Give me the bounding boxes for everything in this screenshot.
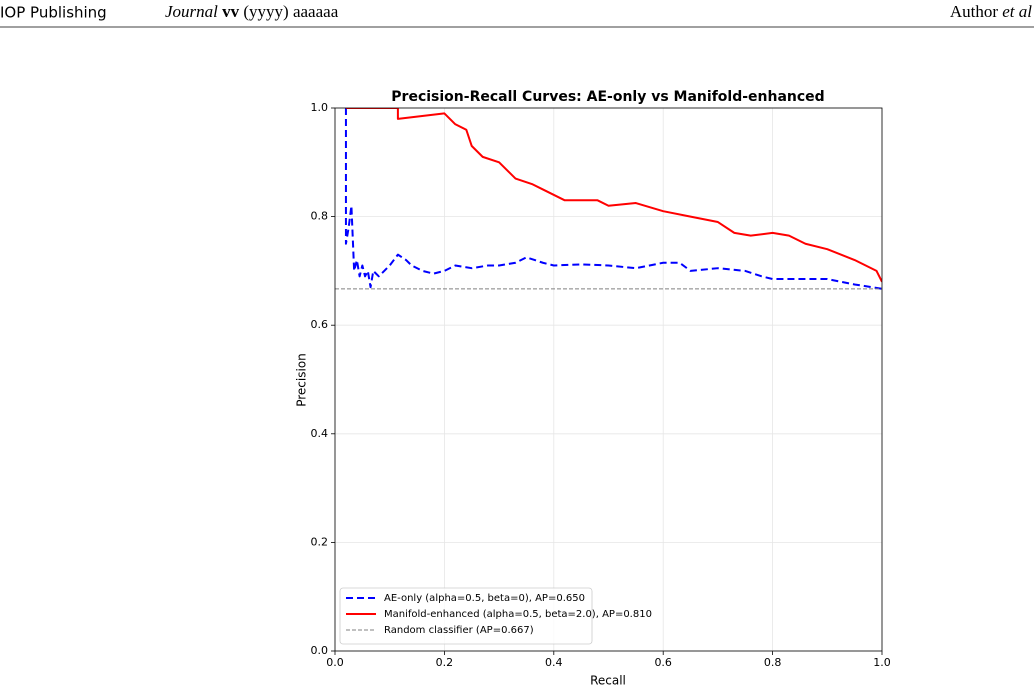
journal-citation: Journal vv (yyyy) aaaaaa: [165, 2, 339, 21]
y-axis-label: Precision: [295, 353, 309, 407]
x-tick-label: 0.8: [764, 656, 782, 669]
series-line: [345, 108, 882, 283]
journal-name: Journal: [165, 2, 218, 21]
y-tick-label: 1.0: [311, 101, 329, 114]
y-tick-label: 0.2: [311, 535, 329, 548]
author-name: Author: [950, 2, 999, 21]
x-tick-label: 0.2: [436, 656, 454, 669]
et-al: et al: [1002, 2, 1032, 21]
author: Author et al: [950, 2, 1032, 21]
volume: vv: [222, 2, 240, 21]
legend-label: AE-only (alpha=0.5, beta=0), AP=0.650: [384, 593, 585, 604]
series-line: [344, 108, 882, 290]
plot: [335, 108, 882, 290]
legend-label: Manifold-enhanced (alpha=0.5, beta=2.0),…: [384, 609, 652, 620]
publisher: IOP Publishing: [0, 4, 107, 22]
legend-box: [339, 587, 593, 645]
x-axis-label: Recall: [590, 674, 626, 688]
legend-label: Random classifier (AP=0.667): [384, 625, 534, 636]
x-tick-label: 1.0: [873, 656, 891, 669]
y-tick-label: 0.4: [311, 427, 329, 440]
year-pages: (yyyy) aaaaaa: [243, 2, 338, 21]
x-tick-label: 0.0: [326, 656, 344, 669]
y-tick-label: 0.0: [311, 644, 329, 657]
y-tick-label: 0.8: [311, 210, 329, 223]
x-tick-label: 0.4: [545, 656, 563, 669]
chart-title: Precision-Recall Curves: AE-only vs Mani…: [391, 89, 824, 105]
y-tick-label: 0.6: [311, 318, 329, 331]
x-tick-label: 0.6: [654, 656, 672, 669]
plot-frame: [334, 107, 883, 652]
